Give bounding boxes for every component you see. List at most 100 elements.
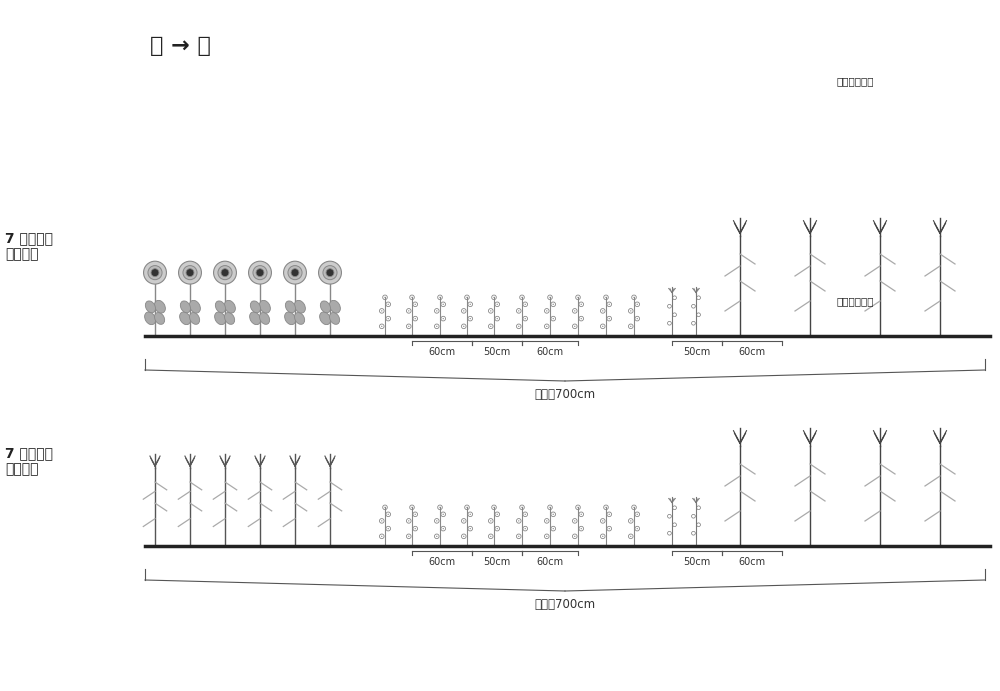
Circle shape xyxy=(525,318,526,319)
Circle shape xyxy=(436,536,437,537)
Circle shape xyxy=(384,507,386,508)
Circle shape xyxy=(609,513,610,515)
Circle shape xyxy=(633,507,635,508)
Circle shape xyxy=(605,296,607,298)
Circle shape xyxy=(470,513,471,515)
Circle shape xyxy=(284,261,306,284)
Circle shape xyxy=(443,528,444,529)
Circle shape xyxy=(415,303,416,305)
Circle shape xyxy=(415,528,416,529)
Circle shape xyxy=(249,261,271,284)
Circle shape xyxy=(525,303,526,305)
Circle shape xyxy=(326,269,334,276)
Circle shape xyxy=(574,325,575,327)
Ellipse shape xyxy=(154,301,165,313)
Circle shape xyxy=(497,318,498,319)
Circle shape xyxy=(521,296,523,298)
Circle shape xyxy=(443,513,444,515)
Circle shape xyxy=(518,536,519,537)
Circle shape xyxy=(411,507,413,508)
Circle shape xyxy=(415,318,416,319)
Ellipse shape xyxy=(224,301,235,313)
Ellipse shape xyxy=(329,301,340,313)
Text: 50cm: 50cm xyxy=(483,557,511,567)
Circle shape xyxy=(521,507,523,508)
Text: 50cm: 50cm xyxy=(683,347,711,357)
Circle shape xyxy=(319,261,341,284)
Ellipse shape xyxy=(320,312,331,325)
Circle shape xyxy=(553,318,554,319)
Circle shape xyxy=(408,536,409,537)
Circle shape xyxy=(546,520,547,522)
Circle shape xyxy=(183,265,197,280)
Circle shape xyxy=(490,536,491,537)
Circle shape xyxy=(553,513,554,515)
Ellipse shape xyxy=(330,312,340,324)
Circle shape xyxy=(497,303,498,305)
Circle shape xyxy=(408,310,409,312)
Text: 套玉米挡风带: 套玉米挡风带 xyxy=(836,296,874,306)
Circle shape xyxy=(214,261,236,284)
Text: 60cm: 60cm xyxy=(428,347,456,357)
Circle shape xyxy=(518,310,519,312)
Circle shape xyxy=(497,528,498,529)
Text: 60cm: 60cm xyxy=(428,557,456,567)
Circle shape xyxy=(288,265,302,280)
Text: 带宽：700cm: 带宽：700cm xyxy=(534,598,596,611)
Circle shape xyxy=(436,520,437,522)
Circle shape xyxy=(602,310,603,312)
Circle shape xyxy=(602,520,603,522)
Circle shape xyxy=(490,325,491,327)
Circle shape xyxy=(581,318,582,319)
Circle shape xyxy=(470,318,471,319)
Circle shape xyxy=(388,528,389,529)
Ellipse shape xyxy=(250,312,261,325)
Circle shape xyxy=(463,520,464,522)
Circle shape xyxy=(408,520,409,522)
Circle shape xyxy=(637,528,638,529)
Ellipse shape xyxy=(285,301,295,313)
Text: 60cm: 60cm xyxy=(536,347,564,357)
Text: 50cm: 50cm xyxy=(483,347,511,357)
Circle shape xyxy=(221,269,229,276)
Circle shape xyxy=(518,520,519,522)
Ellipse shape xyxy=(294,301,305,313)
Circle shape xyxy=(151,269,159,276)
Circle shape xyxy=(609,318,610,319)
Circle shape xyxy=(581,303,582,305)
Circle shape xyxy=(470,303,471,305)
Ellipse shape xyxy=(190,312,200,324)
Circle shape xyxy=(546,536,547,537)
Circle shape xyxy=(466,507,468,508)
Circle shape xyxy=(256,269,264,276)
Text: 7 月下旬油
葵收获前: 7 月下旬油 葵收获前 xyxy=(5,231,53,261)
Circle shape xyxy=(466,296,468,298)
Ellipse shape xyxy=(285,312,296,325)
Text: 50cm: 50cm xyxy=(683,557,711,567)
Circle shape xyxy=(633,296,635,298)
Text: 7 月下旬油
葵收获后: 7 月下旬油 葵收获后 xyxy=(5,446,53,476)
Circle shape xyxy=(408,325,409,327)
Text: 60cm: 60cm xyxy=(738,557,766,567)
Circle shape xyxy=(574,310,575,312)
Circle shape xyxy=(388,303,389,305)
Circle shape xyxy=(384,296,386,298)
Ellipse shape xyxy=(155,312,165,324)
Circle shape xyxy=(381,325,382,327)
Circle shape xyxy=(553,528,554,529)
Circle shape xyxy=(463,310,464,312)
Circle shape xyxy=(549,507,551,508)
Ellipse shape xyxy=(215,312,226,325)
Circle shape xyxy=(553,303,554,305)
Ellipse shape xyxy=(145,312,156,325)
Circle shape xyxy=(602,325,603,327)
Circle shape xyxy=(436,325,437,327)
Circle shape xyxy=(291,269,299,276)
Ellipse shape xyxy=(180,312,191,325)
Ellipse shape xyxy=(225,312,235,324)
Circle shape xyxy=(630,536,631,537)
Circle shape xyxy=(443,318,444,319)
Ellipse shape xyxy=(250,301,260,313)
Circle shape xyxy=(574,520,575,522)
Ellipse shape xyxy=(180,301,190,313)
